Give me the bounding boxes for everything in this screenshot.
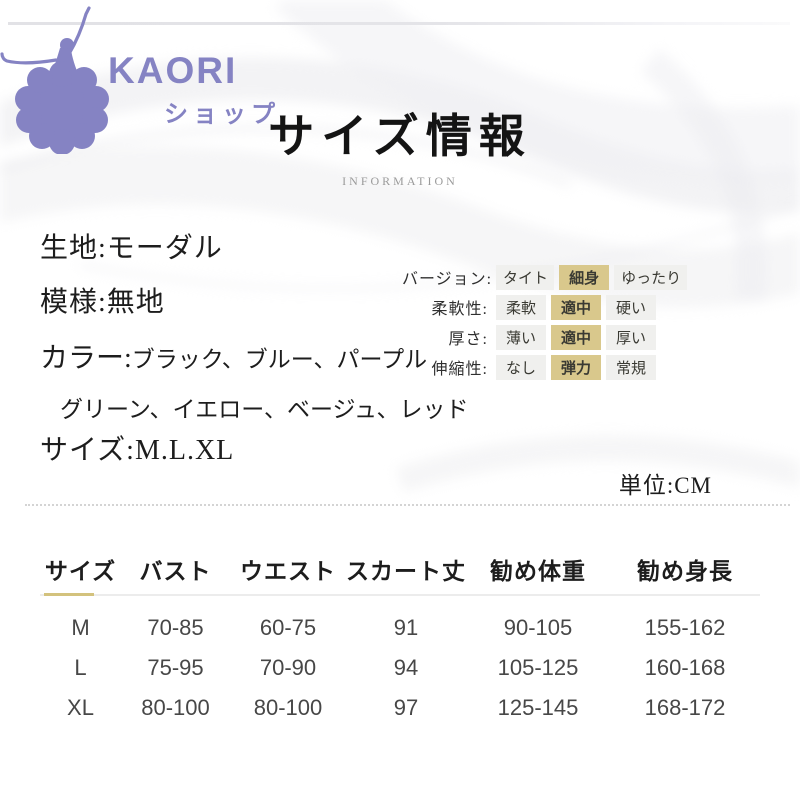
- attribute-row: 厚さ: 薄い 適中 厚い: [402, 324, 692, 350]
- size-table-body: M 70-85 60-75 91 90-105 155-162 L 75-95 70-90 94 1…: [40, 608, 760, 728]
- unit-label: 単位:CM: [618, 473, 712, 498]
- table-cell: 80-100: [141, 695, 210, 720]
- table-cell: 70-90: [259, 655, 317, 680]
- table-row: L 75-95 70-90 94 105-125 160-168: [40, 648, 760, 688]
- table-cell: XL: [67, 695, 94, 720]
- table-cell: 60-75: [259, 615, 317, 640]
- attribute-row: 伸縮性: なし 弾力 常規: [402, 354, 692, 380]
- table-cell: 90-105: [503, 615, 573, 640]
- table-cell: 155-162: [644, 615, 726, 640]
- attribute-panel: バージョン: タイト 細身 ゆったり柔軟性: 柔軟 適中 硬い厚さ: 薄い 適中 厚い伸縮性: なし…: [402, 264, 692, 385]
- option-chip: 厚い: [606, 324, 656, 350]
- pattern-line: 模様:無地: [40, 287, 165, 318]
- attribute-label: 伸縮性:: [431, 361, 488, 378]
- table-cell: 70-85: [147, 615, 204, 640]
- column-header: 勧め体重: [490, 559, 586, 584]
- table-cell: 97: [393, 695, 419, 720]
- brand-logo: KAORI ショップ: [0, 0, 280, 154]
- brand-name: KAORI: [108, 50, 238, 91]
- table-cell: 125-145: [497, 695, 579, 720]
- color-values-line1: ブラック、ブルー、パープル: [131, 347, 428, 372]
- table-cell: 80-100: [253, 695, 323, 720]
- page-subtitle: INFORMATION: [342, 174, 458, 188]
- option-chip: 硬い: [606, 294, 656, 320]
- option-chip: なし: [496, 354, 546, 380]
- brand-subtitle: ショップ: [164, 101, 280, 128]
- column-header: バスト: [139, 559, 212, 584]
- color-line: カラー:ブラック、ブルー、パープル: [40, 336, 427, 376]
- table-row: M 70-85 60-75 91 90-105 155-162: [40, 608, 760, 648]
- attribute-label: 厚さ:: [448, 331, 488, 348]
- top-divider-line: [8, 22, 790, 25]
- option-chip-selected: 適中: [551, 294, 601, 320]
- option-chip-selected: 弾力: [551, 354, 601, 380]
- option-chip-selected: 細身: [559, 264, 610, 290]
- fabric-line: 生地:モーダル: [40, 233, 223, 264]
- option-chip: 柔軟: [496, 294, 546, 320]
- table-cell: 75-95: [147, 655, 204, 680]
- table-cell: 168-172: [644, 695, 726, 720]
- attribute-label: 柔軟性:: [431, 301, 488, 318]
- column-header: スカート丈: [346, 559, 466, 584]
- table-cell: M: [71, 615, 90, 640]
- ballet-dancer-icon: [0, 6, 109, 154]
- color-label: カラー:: [40, 343, 132, 374]
- option-chip: 常規: [606, 354, 656, 380]
- option-chip: タイト: [496, 264, 555, 290]
- table-cell: L: [74, 655, 87, 680]
- table-row: XL 80-100 80-100 97 125-145 168-172: [40, 688, 760, 728]
- size-line: サイズ:M.L.XL: [40, 435, 235, 466]
- color-values-line2: グリーン、イエロー、ベージュ、レッド: [60, 397, 469, 422]
- option-chip: ゆったり: [614, 264, 687, 290]
- column-header: 勧め身長: [637, 559, 733, 584]
- size-table-header: サイズ バスト ウエスト スカート丈 勧め体重 勧め身長: [40, 552, 760, 596]
- attribute-row: バージョン: タイト 細身 ゆったり: [402, 264, 692, 290]
- attribute-row: 柔軟性: 柔軟 適中 硬い: [402, 294, 692, 320]
- table-cell: 94: [393, 655, 419, 680]
- option-chip-selected: 適中: [551, 324, 601, 350]
- dotted-separator: [25, 504, 790, 506]
- column-header: サイズ: [44, 559, 117, 584]
- table-cell: 160-168: [644, 655, 726, 680]
- column-header: ウエスト: [240, 559, 336, 584]
- table-cell: 91: [393, 615, 419, 640]
- size-table: サイズ バスト ウエスト スカート丈 勧め体重 勧め身長 M 70-85 60-75 91 90-…: [40, 552, 760, 728]
- page-title: サイズ情報: [268, 111, 532, 162]
- attribute-label: バージョン:: [402, 271, 493, 288]
- option-chip: 薄い: [496, 324, 546, 350]
- active-column-underline: [44, 593, 94, 596]
- table-cell: 105-125: [497, 655, 579, 680]
